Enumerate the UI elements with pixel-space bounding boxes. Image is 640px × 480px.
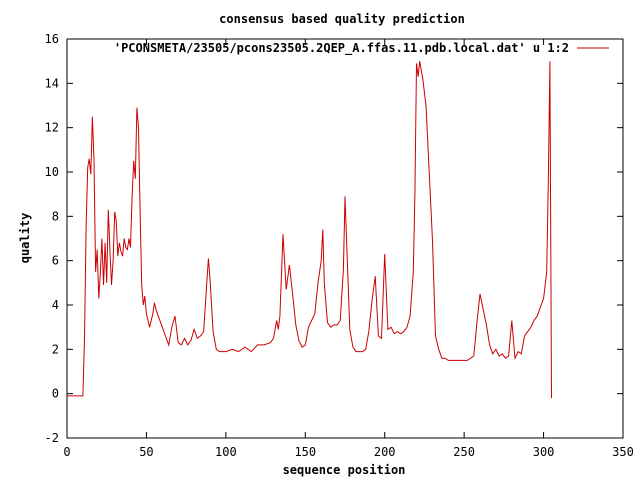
legend-label: 'PCONSMETA/23505/pcons23505.2QEP_A.ffas.…: [114, 41, 569, 56]
x-tick-label: 150: [294, 445, 316, 459]
y-tick-label: 8: [52, 209, 59, 223]
y-tick-label: 14: [45, 76, 59, 90]
x-tick-label: 50: [139, 445, 153, 459]
x-tick-label: 300: [533, 445, 555, 459]
x-tick-label: 0: [63, 445, 70, 459]
y-axis-label: quality: [18, 213, 32, 264]
y-tick-label: 6: [52, 254, 59, 268]
y-tick-label: 12: [45, 121, 59, 135]
y-tick-label: 2: [52, 342, 59, 356]
y-tick-label: 10: [45, 165, 59, 179]
legend: 'PCONSMETA/23505/pcons23505.2QEP_A.ffas.…: [114, 41, 609, 56]
axis-ticks: 0 50 100 150 200 250 300 350 -2 0 2 4 6 8 10 12 14 16: [45, 32, 634, 459]
y-tick-label: -2: [45, 431, 59, 445]
x-tick-label: 100: [215, 445, 237, 459]
plot-frame: [66, 38, 624, 439]
x-tick-label: 250: [453, 445, 475, 459]
x-axis-label: sequence position: [283, 463, 406, 477]
y-tick-label: 4: [52, 298, 59, 312]
data-series: [67, 61, 552, 399]
x-tick-label: 200: [374, 445, 396, 459]
y-tick-label: 16: [45, 32, 59, 46]
plot-axes: [66, 38, 624, 439]
series-line: [67, 61, 552, 399]
chart-title: consensus based quality prediction: [219, 12, 465, 26]
x-tick-label: 350: [612, 445, 634, 459]
y-tick-label: 0: [52, 387, 59, 401]
